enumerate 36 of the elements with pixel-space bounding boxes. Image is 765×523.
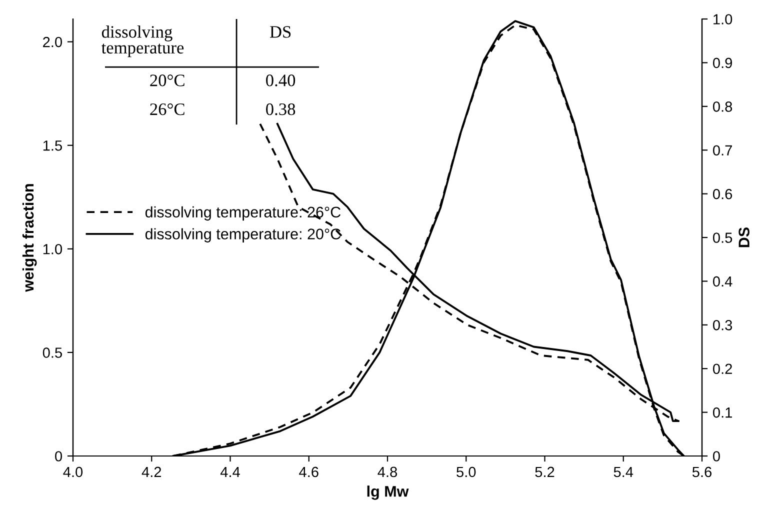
y2-tick-label: 0.5 (712, 232, 732, 243)
x-tick-label: 5.4 (614, 466, 634, 478)
y2-axis-title: DS (738, 227, 750, 248)
x-tick-label: 5.0 (456, 466, 476, 478)
y-tick-label: 2.0 (43, 36, 62, 48)
y-tick-label: 1.5 (43, 140, 62, 151)
annotation: 0.40 (266, 74, 296, 86)
x-tick-label: 5.2 (535, 466, 554, 478)
x-tick-label: 4.6 (299, 466, 318, 478)
x-tick-label: 4.8 (378, 466, 398, 478)
annotation: dissolving temperature (101, 26, 184, 58)
y-tick-label: 1.0 (43, 244, 62, 254)
legend-label: dissolving temperature: 26°C (145, 206, 341, 221)
y2-tick-label: 0.6 (712, 188, 732, 200)
y2-tick-label: 0.1 (712, 407, 732, 418)
annotation: 26°C (150, 103, 184, 116)
y-axis-title: weight fraction (22, 184, 37, 292)
y2-tick-label: 0.3 (712, 320, 732, 330)
annotation: 20°C (150, 74, 184, 86)
y2-tick-label: 1.0 (714, 14, 732, 24)
annotation: 0.38 (266, 103, 296, 116)
legend-label: dissolving temperature: 20°C (145, 228, 341, 242)
y2-tick-label: 0.4 (712, 276, 732, 287)
x-axis-title: lg Mw (367, 486, 409, 500)
y2-tick-label: 0.2 (712, 364, 732, 374)
y2-tick-label: 0.9 (712, 58, 732, 68)
y2-tick-label: 0.8 (712, 102, 732, 112)
x-tick-label: 4.0 (63, 466, 83, 478)
y-tick-label: 0 (55, 451, 62, 462)
annotation: DS (270, 26, 291, 38)
y2-tick-label: 0.7 (712, 145, 732, 156)
x-tick-label: 5.6 (692, 466, 712, 478)
y-tick-label: 0.5 (42, 348, 62, 358)
x-tick-label: 4.4 (220, 466, 240, 477)
y2-tick-label: 0 (712, 451, 720, 462)
x-tick-label: 4.2 (142, 466, 162, 477)
